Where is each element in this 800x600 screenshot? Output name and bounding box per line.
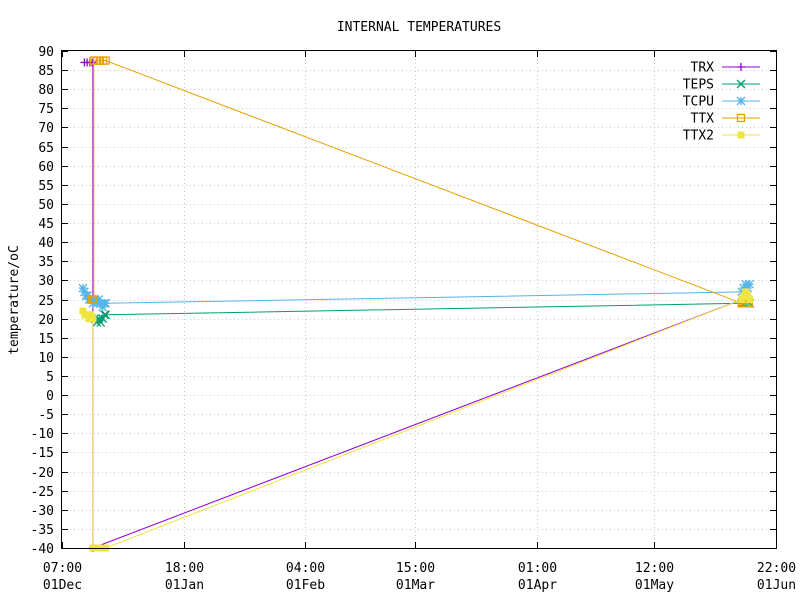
y-tick-label: 45 [38, 217, 54, 232]
y-tick-label: 40 [38, 236, 54, 251]
y-tick-label: 25 [38, 294, 54, 309]
data-point-ttx [101, 56, 110, 65]
data-point-ttx2 [740, 292, 748, 300]
series-line-ttx2 [82, 290, 751, 549]
y-tick-label: 5 [46, 370, 54, 385]
y-tick-label: 55 [38, 179, 54, 194]
x-axis-ticks: 07:00 01Dec 18:00 01Jan 04:00 01Feb 15:00 01Mar… [43, 51, 796, 593]
data-point-tcpu [745, 279, 755, 289]
data-point-teps [100, 310, 109, 320]
legend-label: TRX [691, 61, 715, 76]
x-tick-label-time: 01:00 [518, 561, 557, 576]
x-tick-label-time: 07:00 [43, 561, 82, 576]
legend-label: TEPS [683, 78, 714, 93]
data-point-ttx2 [744, 292, 752, 300]
data-point-ttx [89, 295, 98, 304]
series-ttx [88, 56, 753, 308]
y-tick-label: -20 [31, 466, 54, 481]
legend-swatch-marker [737, 63, 745, 71]
legend-swatch-marker [736, 113, 746, 123]
data-point-ttx2 [79, 307, 87, 315]
y-axis-ticks: 908580757065605550454035302520151050-5-1… [31, 45, 776, 557]
legend-item-teps: TEPS [683, 78, 760, 93]
x-tick-label-time: 04:00 [286, 561, 325, 576]
x-tick-label-date: 01Jun [757, 578, 796, 593]
y-tick-label: 20 [38, 313, 54, 328]
chart-title: INTERNAL TEMPERATURES [337, 20, 501, 35]
y-tick-label: 0 [46, 389, 54, 404]
x-tick-label-date: 01Dec [43, 578, 82, 593]
series-layer [78, 56, 755, 552]
grid-layer [62, 51, 776, 548]
data-point-ttx2 [738, 296, 746, 303]
x-tick-label-date: 01Mar [396, 578, 435, 593]
y-tick-label: 90 [38, 45, 54, 60]
plot-frame [61, 50, 777, 549]
y-tick-label: -40 [31, 542, 54, 557]
y-tick-label: 70 [38, 121, 54, 136]
x-tick-label-time: 15:00 [396, 561, 435, 576]
x-tick-label-date: 01May [635, 578, 674, 593]
series-tcpu [78, 279, 755, 312]
y-tick-label: 50 [38, 198, 54, 213]
x-tick-label-date: 01Apr [518, 578, 557, 593]
y-tick-label: 85 [38, 64, 54, 79]
data-point-ttx2 [746, 296, 754, 303]
y-tick-label: -35 [31, 523, 54, 538]
y-tick-label: -15 [31, 446, 54, 461]
y-tick-label: 65 [38, 141, 54, 156]
legend-swatch-marker [736, 96, 746, 106]
legend-swatch-marker [736, 79, 746, 89]
legend-label: TCPU [683, 95, 714, 110]
y-tick-label: -10 [31, 427, 54, 442]
legend: TRX TEPS TCPU TTX TTX2 [683, 61, 760, 144]
y-tick-label: -5 [38, 408, 54, 423]
x-tick-label-date: 01Feb [286, 578, 325, 593]
data-point-ttx2 [742, 288, 750, 296]
series-ttx2 [79, 288, 754, 552]
legend-item-ttx: TTX [691, 112, 760, 127]
series-line-teps [94, 298, 751, 324]
x-tick-label-time: 22:00 [757, 561, 796, 576]
series-line-ttx [92, 60, 749, 304]
y-tick-label: 35 [38, 255, 54, 270]
y-tick-label: 80 [38, 83, 54, 98]
data-point-tcpu [101, 298, 111, 308]
legend-item-tcpu: TCPU [683, 95, 760, 110]
x-tick-label-date: 01Jan [165, 578, 204, 593]
data-point-ttx2 [85, 315, 93, 323]
data-point-teps [101, 310, 111, 320]
legend-item-ttx2: TTX2 [683, 129, 760, 144]
x-tick-label-time: 18:00 [165, 561, 204, 576]
data-point-ttx2 [83, 311, 91, 319]
y-tick-label: 30 [38, 274, 54, 289]
legend-label: TTX [691, 112, 715, 127]
y-tick-label: -30 [31, 504, 54, 519]
y-tick-label: 15 [38, 332, 54, 347]
legend-item-trx: TRX [691, 61, 760, 76]
data-point-ttx2 [87, 311, 95, 319]
y-tick-label: 60 [38, 160, 54, 175]
series-line-tcpu [82, 283, 751, 309]
y-tick-label: 10 [38, 351, 54, 366]
x-tick-label-time: 12:00 [635, 561, 674, 576]
y-axis-label: temperature/oC [7, 245, 22, 355]
legend-label: TTX2 [683, 129, 714, 144]
y-tick-label: 75 [38, 102, 54, 117]
data-point-ttx2 [89, 315, 97, 323]
legend-swatch-marker [737, 131, 745, 139]
y-tick-label: -25 [31, 485, 54, 500]
